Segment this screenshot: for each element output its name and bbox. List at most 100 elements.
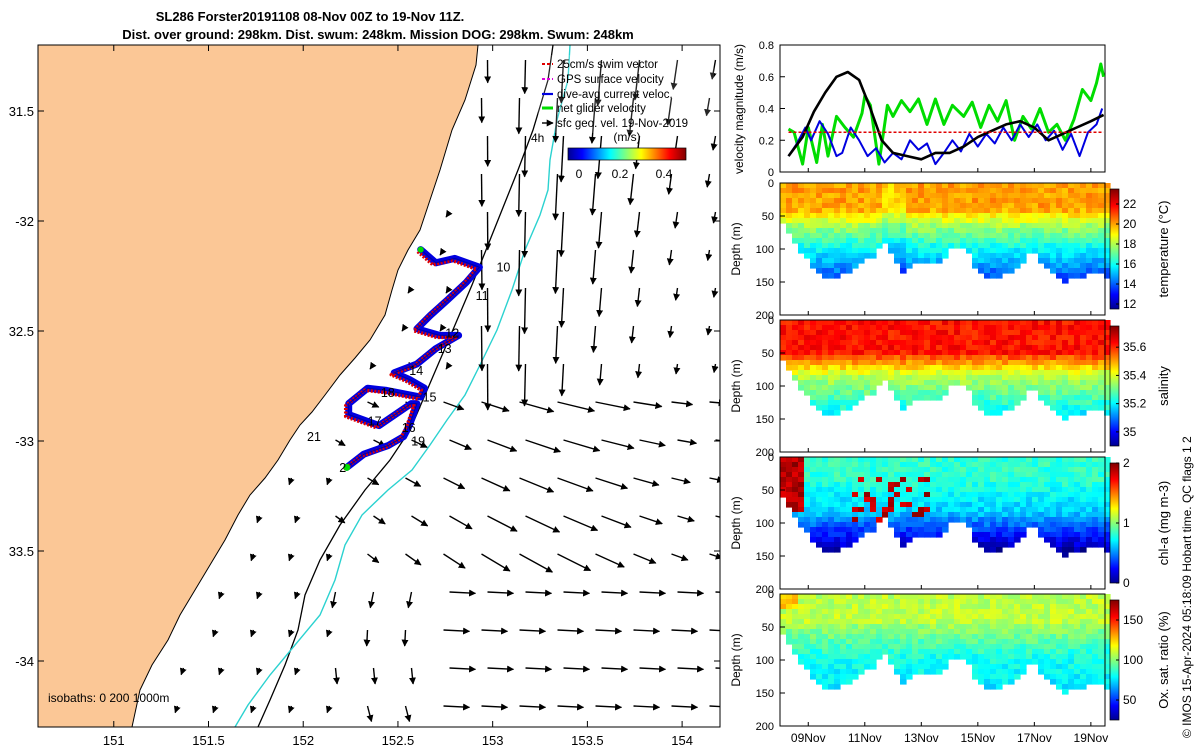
- section-cell: [930, 624, 937, 630]
- section-cell: [948, 213, 955, 219]
- section-ytick-label: 100: [756, 381, 774, 393]
- section-cell: [954, 340, 961, 346]
- section-cell: [984, 350, 991, 356]
- section-cell: [852, 594, 859, 600]
- section-cell: [1068, 664, 1075, 670]
- section-cell: [894, 507, 901, 513]
- section-cell: [918, 193, 925, 199]
- section-cell: [810, 325, 817, 331]
- section-cell: [1098, 462, 1105, 468]
- section-cell: [840, 674, 847, 680]
- section-cell: [1092, 345, 1099, 351]
- section-cell: [1092, 400, 1099, 406]
- section-cell: [894, 629, 901, 635]
- section-cell: [1020, 604, 1027, 610]
- section-cell: [918, 492, 925, 498]
- section-cell: [852, 497, 859, 503]
- section-cell: [906, 208, 913, 214]
- section-cell: [1080, 248, 1087, 254]
- section-cell: [876, 228, 883, 234]
- section-cell: [1008, 467, 1015, 473]
- section-cell: [888, 457, 895, 463]
- section-cell: [978, 462, 985, 468]
- section-cell: [978, 268, 985, 274]
- section-ytick-label: 50: [762, 622, 774, 634]
- section-cell: [1008, 522, 1015, 528]
- section-cell: [1098, 522, 1105, 528]
- section-cell: [936, 457, 943, 463]
- map-colorbar-tick-1: 0.2: [612, 167, 629, 181]
- section-cell: [1002, 268, 1009, 274]
- section-cell: [1050, 614, 1057, 620]
- section-cell: [870, 507, 877, 513]
- section-cell: [984, 213, 991, 219]
- section-cell: [816, 634, 823, 640]
- section-cell: [1062, 462, 1069, 468]
- section-cell: [1068, 462, 1075, 468]
- section-cell: [996, 649, 1003, 655]
- section-cell: [1032, 599, 1039, 605]
- section-cell: [1014, 395, 1021, 401]
- section-cell: [828, 624, 835, 630]
- section-cell: [972, 213, 979, 219]
- section-cell: [888, 183, 895, 189]
- section-cell: [816, 213, 823, 219]
- section-cell: [918, 634, 925, 640]
- section-cell: [894, 497, 901, 503]
- section-cell: [834, 375, 841, 381]
- legend-dive-avg: dive-avg current veloc.: [542, 89, 673, 101]
- section-cell: [1002, 218, 1009, 224]
- section-cell: [1068, 395, 1075, 401]
- section-cell: [894, 365, 901, 371]
- section-cell: [1074, 183, 1081, 189]
- section-cell: [1086, 193, 1093, 199]
- section-cell: [810, 238, 817, 244]
- section-cell: [912, 649, 919, 655]
- section-cell: [858, 532, 865, 538]
- section-cell: [954, 649, 961, 655]
- section-cell: [978, 477, 985, 483]
- map-xtick-label: 152.5: [382, 733, 415, 748]
- section-cell: [1062, 268, 1069, 274]
- section-cell: [822, 375, 829, 381]
- section-cell: [858, 594, 865, 600]
- section-cell: [864, 477, 871, 483]
- section-cell: [810, 532, 817, 538]
- section-cell: [1092, 594, 1099, 600]
- section-cell: [1080, 395, 1087, 401]
- section-cell: [1044, 492, 1051, 498]
- section-cell: [810, 492, 817, 498]
- section-cell: [840, 263, 847, 269]
- section-cell: [870, 604, 877, 610]
- section-cell: [978, 624, 985, 630]
- section-cell: [900, 644, 907, 650]
- section-cell: [1008, 223, 1015, 229]
- section-cell: [840, 268, 847, 274]
- section-cell: [954, 457, 961, 463]
- section-cell: [996, 594, 1003, 600]
- section-cell: [810, 380, 817, 386]
- legend-swim: 25cm/s swim vector: [542, 59, 658, 71]
- section-depth-label: Depth (m): [729, 359, 743, 412]
- section-cell: [960, 320, 967, 326]
- section-cell: [846, 467, 853, 473]
- section-cell: [828, 537, 835, 543]
- section-cell: [936, 669, 943, 675]
- section-cell: [798, 330, 805, 336]
- section-cell: [822, 629, 829, 635]
- section-cell: [894, 467, 901, 473]
- geostrophic-vector: [711, 287, 719, 298]
- section-cell: [858, 345, 865, 351]
- section-cell: [1068, 679, 1075, 685]
- section-cell: [1056, 213, 1063, 219]
- section-cell: [1038, 482, 1045, 488]
- geostrophic-vector: [335, 515, 346, 524]
- section-cell: [1002, 639, 1009, 645]
- section-cell: [960, 502, 967, 508]
- section-variable-label: Ox. sat. ratio (%): [1156, 611, 1171, 709]
- section-cell: [888, 604, 895, 610]
- section-cell: [1014, 258, 1021, 264]
- section-cell: [1056, 243, 1063, 249]
- section-cell: [846, 335, 853, 341]
- section-cell: [924, 644, 931, 650]
